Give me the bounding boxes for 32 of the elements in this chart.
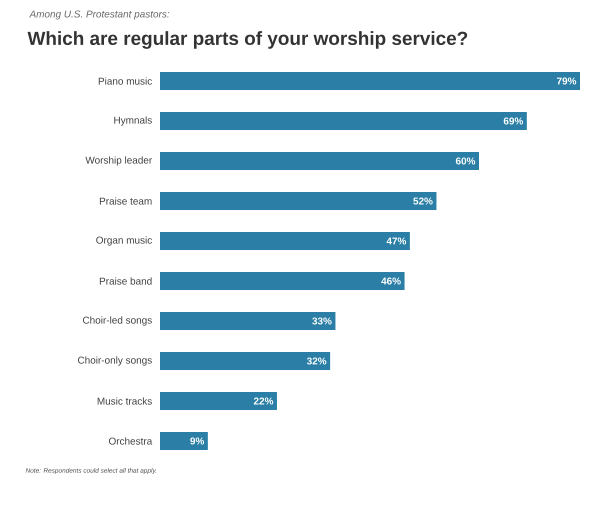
y-tick-label: Praise band bbox=[100, 277, 152, 285]
y-tick-label: Music tracks bbox=[98, 397, 152, 405]
y-tick-label: Organ music bbox=[96, 236, 152, 246]
y-tick-label: Worship leader bbox=[85, 156, 152, 166]
y-tick-label: Praise team bbox=[100, 197, 152, 205]
bar bbox=[160, 272, 405, 290]
bar bbox=[160, 432, 208, 450]
chart-title: Which are regular parts of your worship service? bbox=[28, 31, 468, 49]
data-label: 69% bbox=[504, 117, 524, 125]
bar bbox=[160, 352, 330, 370]
y-tick-label: Choir-led songs bbox=[82, 316, 152, 326]
bar bbox=[160, 232, 410, 250]
y-tick-label: Piano music bbox=[98, 77, 152, 85]
bar bbox=[160, 192, 436, 210]
bar bbox=[160, 72, 580, 90]
data-label: 79% bbox=[556, 77, 576, 85]
bar bbox=[160, 112, 527, 130]
data-label: 22% bbox=[254, 398, 274, 405]
data-label: 33% bbox=[312, 317, 332, 325]
data-label: 9% bbox=[190, 437, 204, 445]
bar bbox=[160, 152, 479, 170]
bar bbox=[160, 312, 336, 330]
data-label: 47% bbox=[386, 238, 406, 245]
data-label: 52% bbox=[413, 197, 433, 205]
data-label: 60% bbox=[456, 157, 476, 165]
y-tick-label: Orchestra bbox=[108, 437, 152, 445]
data-label: 32% bbox=[306, 357, 326, 365]
chart-subtitle: Among U.S. Protestant pastors: bbox=[29, 10, 170, 20]
y-tick-label: Hymnals bbox=[114, 116, 152, 126]
y-tick-label: Choir-only songs bbox=[78, 356, 152, 366]
bar bbox=[160, 392, 277, 410]
data-label: 46% bbox=[381, 277, 401, 285]
